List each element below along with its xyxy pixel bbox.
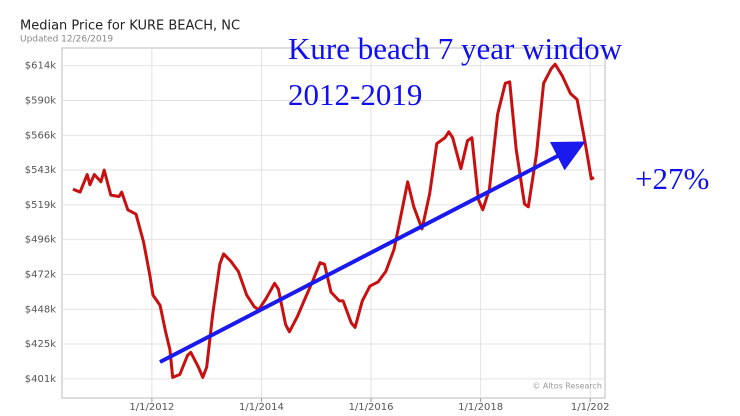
price-line bbox=[72, 62, 595, 379]
x-tick-label: 1/1/2012 bbox=[129, 402, 174, 413]
trend-arrow bbox=[159, 141, 586, 364]
y-tick-label: $519k bbox=[25, 200, 56, 211]
y-tick-label: $496k bbox=[25, 235, 56, 246]
chart-subtitle: Updated 12/26/2019 bbox=[20, 35, 113, 45]
y-tick-label: $543k bbox=[25, 165, 56, 176]
y-tick-label: $401k bbox=[25, 374, 56, 385]
x-tick-label: 1/1/202 bbox=[571, 402, 610, 413]
x-tick-label: 1/1/2014 bbox=[239, 402, 284, 413]
y-tick-label: $472k bbox=[25, 269, 56, 280]
y-tick-label: $448k bbox=[25, 304, 56, 315]
chart-title: Median Price for KURE BEACH, NC bbox=[20, 19, 240, 34]
y-tick-label: $566k bbox=[25, 131, 56, 142]
annotation: +27% bbox=[635, 161, 709, 196]
y-tick-label: $614k bbox=[25, 61, 56, 72]
y-tick-label: $425k bbox=[25, 339, 56, 350]
annotation: 2012-2019 bbox=[288, 77, 422, 112]
credit: © Altos Research bbox=[532, 382, 602, 391]
x-tick-label: 1/1/2016 bbox=[349, 402, 394, 413]
plot-frame bbox=[61, 47, 606, 399]
y-tick-label: $590k bbox=[25, 96, 56, 107]
annotation: Kure beach 7 year window bbox=[288, 31, 623, 66]
x-tick-label: 1/1/2018 bbox=[458, 402, 503, 413]
